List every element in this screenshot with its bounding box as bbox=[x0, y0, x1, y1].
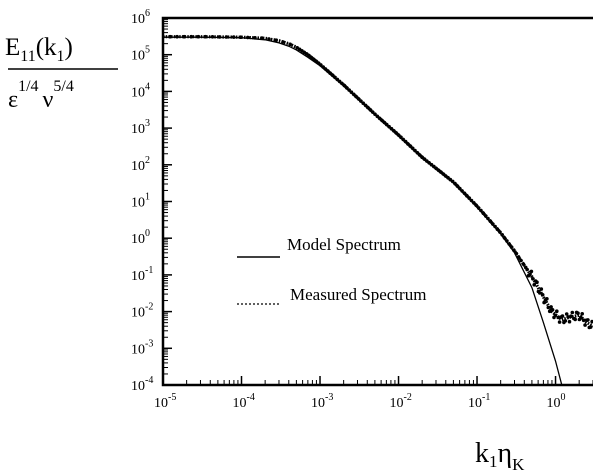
x-tick-label: 100 bbox=[547, 392, 566, 411]
y-tick-label: 100 bbox=[131, 228, 150, 247]
measured-spectrum-point bbox=[557, 320, 562, 324]
measured-spectrum-point bbox=[545, 297, 549, 301]
y-tick-label: 106 bbox=[131, 8, 150, 27]
measured-spectrum-point bbox=[586, 318, 590, 322]
legend-measured-label: Measured Spectrum bbox=[290, 285, 426, 304]
measured-spectrum-point bbox=[576, 311, 580, 316]
measured-spectrum-point bbox=[540, 293, 545, 297]
measured-spectrum-point bbox=[556, 315, 560, 320]
measured-spectrum-point bbox=[535, 280, 539, 285]
measured-spectrum-point bbox=[546, 305, 551, 310]
measured-spectrum-point bbox=[588, 325, 593, 329]
x-axis-label-text: k1ηK bbox=[475, 438, 525, 474]
measured-spectrum-point bbox=[538, 291, 542, 295]
legend: Model Spectrum Measured Spectrum bbox=[237, 235, 426, 305]
plot-frame bbox=[161, 16, 593, 387]
y-tick-label: 103 bbox=[131, 118, 150, 137]
measured-spectrum-point bbox=[583, 323, 587, 327]
y-axis-ticks: 10-4 10-3 10-2 10-1 100 101 102 103 104 105 106 bbox=[131, 8, 172, 394]
y-axis-label-denominator: ε1/4ν5/4 bbox=[8, 78, 74, 113]
measured-spectrum-point bbox=[528, 272, 532, 277]
series-group bbox=[163, 34, 593, 385]
measured-spectrum-point bbox=[567, 319, 572, 324]
measured-spectrum-point bbox=[539, 287, 544, 291]
measured-spectrum-point bbox=[521, 262, 526, 266]
x-tick-label: 10-2 bbox=[390, 392, 412, 411]
x-tick-label: 10-1 bbox=[468, 392, 490, 411]
x-tick-label: 10-4 bbox=[233, 392, 255, 411]
y-axis-label-numerator: E11(k1) bbox=[5, 34, 73, 65]
y-tick-label: 10-4 bbox=[131, 375, 153, 394]
x-axis-ticks: 10-5 10-4 10-3 10-2 10-1 100 bbox=[154, 376, 593, 411]
measured-spectrum-point bbox=[553, 313, 558, 318]
measured-spectrum-point bbox=[590, 319, 593, 324]
measured-spectrum-point bbox=[570, 310, 575, 315]
y-tick-label: 104 bbox=[131, 81, 150, 100]
measured-spectrum-point bbox=[274, 38, 278, 42]
measured-spectrum-point bbox=[529, 269, 534, 274]
y-tick-label: 10-1 bbox=[131, 265, 153, 284]
y-tick-label: 105 bbox=[131, 45, 150, 64]
model-spectrum-line bbox=[163, 36, 563, 385]
measured-spectrum-point bbox=[566, 315, 570, 319]
x-axis-label: k1ηK bbox=[475, 438, 525, 474]
measured-spectrum-point bbox=[560, 314, 565, 318]
measured-spectrum-point bbox=[525, 267, 529, 272]
y-tick-label: 10-2 bbox=[131, 302, 153, 321]
measured-spectrum-point bbox=[564, 312, 569, 316]
y-tick-label: 101 bbox=[131, 192, 150, 211]
measured-spectrum-point bbox=[531, 277, 535, 281]
x-tick-label: 10-5 bbox=[154, 392, 176, 411]
legend-model-label: Model Spectrum bbox=[287, 235, 401, 254]
measured-spectrum-point bbox=[549, 305, 553, 309]
measured-spectrum-point bbox=[288, 42, 293, 47]
x-tick-label: 10-3 bbox=[311, 392, 333, 411]
y-tick-label: 102 bbox=[131, 155, 150, 174]
measured-spectrum-point bbox=[532, 283, 536, 287]
measured-spectrum-point bbox=[580, 312, 584, 316]
plot-frame-rect bbox=[161, 16, 593, 387]
measured-spectrum-point bbox=[281, 40, 285, 44]
measured-spectrum-point bbox=[581, 318, 586, 323]
measured-spectrum-point bbox=[307, 53, 311, 58]
measured-spectrum-point bbox=[547, 309, 552, 314]
measured-spectrum-point bbox=[550, 308, 555, 312]
measured-spectrum-point bbox=[563, 319, 568, 323]
measured-spectrum-line bbox=[163, 35, 593, 328]
y-axis-label: E11(k1) ε1/4ν5/4 bbox=[5, 34, 118, 113]
measured-spectrum-point bbox=[542, 300, 546, 305]
measured-spectrum-point bbox=[519, 258, 523, 263]
y-tick-label: 10-3 bbox=[131, 338, 153, 357]
measured-spectrum-point bbox=[573, 317, 577, 322]
measured-spectrum-point bbox=[555, 309, 559, 314]
measured-spectrum-point bbox=[579, 315, 583, 320]
measured-spectrum-point bbox=[569, 314, 573, 319]
